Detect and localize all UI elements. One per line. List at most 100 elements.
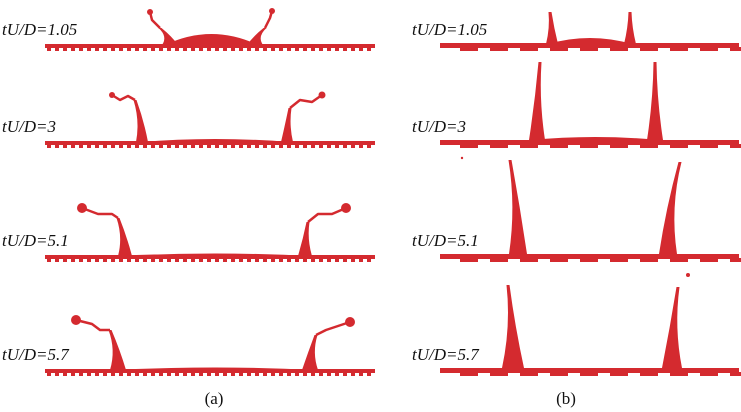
substrate-post bbox=[231, 47, 235, 51]
substrate-post bbox=[640, 47, 658, 51]
substrate-post bbox=[135, 47, 139, 51]
substrate-post bbox=[490, 144, 508, 148]
substrate-post bbox=[103, 47, 107, 51]
substrate-post bbox=[520, 372, 538, 376]
substrate-post bbox=[351, 372, 355, 376]
substrate-post bbox=[279, 372, 283, 376]
substrate-post bbox=[490, 258, 508, 262]
substrate-post bbox=[111, 144, 115, 148]
substrate-post bbox=[700, 258, 718, 262]
ligament bbox=[112, 95, 135, 100]
substrate-post bbox=[119, 258, 123, 262]
liquid-sheet bbox=[159, 28, 179, 45]
substrate-post bbox=[327, 144, 331, 148]
panel-label: (b) bbox=[556, 389, 576, 408]
substrate-post bbox=[255, 47, 259, 51]
substrate-post bbox=[143, 144, 147, 148]
substrate-post bbox=[730, 372, 741, 376]
substrate-post bbox=[670, 258, 688, 262]
substrate-post bbox=[460, 372, 478, 376]
ligament bbox=[76, 320, 110, 330]
substrate-post bbox=[167, 144, 171, 148]
substrate-post bbox=[239, 258, 243, 262]
droplet bbox=[77, 203, 87, 213]
substrate-post bbox=[367, 258, 371, 262]
substrate-post bbox=[231, 144, 235, 148]
substrate-post bbox=[231, 372, 235, 376]
substrate-post bbox=[71, 144, 75, 148]
substrate-post bbox=[367, 144, 371, 148]
substrate-post bbox=[343, 47, 347, 51]
droplet bbox=[147, 9, 153, 15]
substrate-post bbox=[580, 144, 598, 148]
figure: (a) (b) tU/D=1.05tU/D=3tU/D=5.1tU/D=5.7t… bbox=[0, 0, 741, 412]
liquid-sheet bbox=[134, 100, 149, 142]
substrate-post bbox=[215, 144, 219, 148]
substrate-post bbox=[223, 372, 227, 376]
substrate-post bbox=[311, 47, 315, 51]
substrate-post bbox=[343, 144, 347, 148]
substrate-post bbox=[47, 372, 51, 376]
substrate-post bbox=[319, 47, 323, 51]
droplet bbox=[319, 92, 326, 99]
substrate-post bbox=[490, 47, 508, 51]
liquid-film bbox=[120, 254, 310, 257]
substrate-post bbox=[207, 372, 211, 376]
substrate-post bbox=[159, 47, 163, 51]
substrate-post bbox=[640, 372, 658, 376]
droplet bbox=[341, 203, 351, 213]
substrate-post bbox=[151, 144, 155, 148]
substrate-post bbox=[351, 47, 355, 51]
panel-label: (a) bbox=[205, 389, 224, 408]
liquid-sheet bbox=[529, 62, 545, 140]
substrate-post bbox=[327, 47, 331, 51]
substrate-post bbox=[55, 258, 59, 262]
substrate-post bbox=[319, 144, 323, 148]
droplet bbox=[686, 273, 690, 277]
ligament bbox=[82, 208, 118, 218]
substrate-post bbox=[700, 372, 718, 376]
substrate-post bbox=[640, 258, 658, 262]
substrate-post bbox=[311, 144, 315, 148]
substrate-post bbox=[295, 258, 299, 262]
substrate-post bbox=[279, 258, 283, 262]
substrate-post bbox=[700, 144, 718, 148]
substrate-post bbox=[151, 258, 155, 262]
substrate-post bbox=[239, 47, 243, 51]
frame-label: tU/D=5.1 bbox=[412, 231, 479, 250]
substrate-post bbox=[143, 258, 147, 262]
substrate-post bbox=[359, 47, 363, 51]
substrate-post bbox=[335, 258, 339, 262]
liquid-sheet bbox=[117, 218, 133, 256]
substrate-post bbox=[71, 372, 75, 376]
liquid-film bbox=[140, 139, 290, 142]
substrate-post bbox=[199, 144, 203, 148]
substrate-post bbox=[127, 47, 131, 51]
substrate-post bbox=[239, 372, 243, 376]
substrate-post bbox=[167, 372, 171, 376]
substrate-post bbox=[359, 258, 363, 262]
substrate-post bbox=[55, 372, 59, 376]
substrate-post bbox=[95, 144, 99, 148]
substrate-post bbox=[359, 372, 363, 376]
substrate-post bbox=[271, 144, 275, 148]
substrate-post bbox=[327, 258, 331, 262]
substrate-post bbox=[231, 258, 235, 262]
substrate-post bbox=[183, 258, 187, 262]
substrate-post bbox=[79, 258, 83, 262]
substrate-post bbox=[127, 258, 131, 262]
substrate-post bbox=[95, 258, 99, 262]
substrate-post bbox=[327, 372, 331, 376]
substrate-post bbox=[191, 372, 195, 376]
substrate-post bbox=[103, 372, 107, 376]
liquid-sheet bbox=[109, 330, 127, 370]
substrate-post bbox=[279, 47, 283, 51]
substrate-post bbox=[87, 258, 91, 262]
substrate-post bbox=[191, 47, 195, 51]
droplet bbox=[71, 315, 81, 325]
substrate-post bbox=[247, 258, 251, 262]
liquid-sheet bbox=[624, 12, 636, 44]
substrate-post bbox=[255, 144, 259, 148]
substrate-post bbox=[730, 144, 741, 148]
liquid-film bbox=[115, 368, 315, 371]
